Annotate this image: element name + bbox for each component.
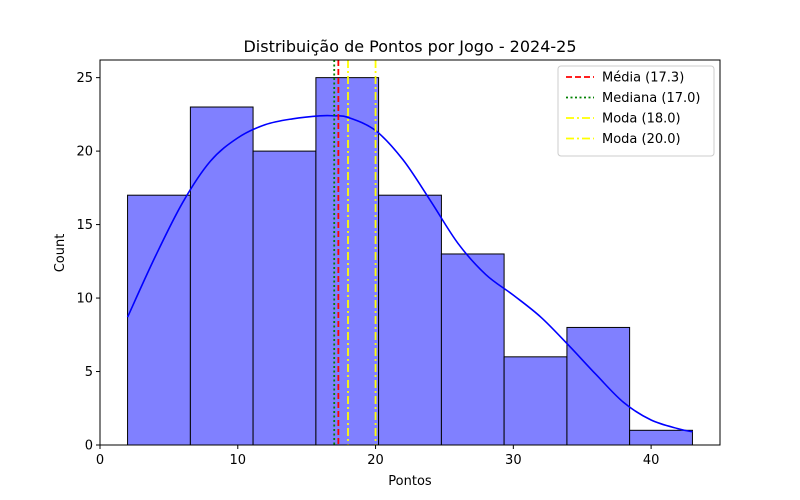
y-axis-ticks: 0 5 10 15 20 25 [76,71,100,454]
y-tick-label: 25 [76,71,93,86]
histogram-bars [127,77,693,446]
histogram-bar-5 [378,194,442,446]
legend-label: Média (17.3) [602,71,684,86]
histogram-bar-8 [566,326,631,446]
kde-curve [126,114,693,433]
y-tick-label: 10 [76,292,93,307]
legend: Média (17.3) Mediana (17.0) Moda (18.0) Mod… [557,65,715,157]
legend-label: Moda (18.0) [602,112,681,127]
histogram-bar-3 [252,150,317,446]
histogram-bar-6 [440,253,505,446]
histogram-bar-7 [503,356,568,446]
x-tick-label: 30 [505,453,522,468]
y-tick-label: 0 [85,439,93,454]
plot-frame [99,59,721,446]
y-tick-label: 20 [76,145,93,160]
y-tick-label: 15 [76,218,93,233]
histogram-bar-2 [189,106,254,446]
reference-lines [333,60,377,445]
histogram-bar-1 [127,194,191,446]
histogram-bar-9 [629,429,693,446]
x-tick-label: 10 [230,453,247,468]
chart-title: Distribuição de Pontos por Jogo - 2024-2… [243,37,576,56]
x-tick-label: 20 [367,453,384,468]
y-axis-label: Count [53,234,68,273]
x-axis-label: Pontos [388,474,432,489]
legend-label: Moda (20.0) [602,132,681,147]
x-tick-label: 0 [96,453,104,468]
x-axis-ticks: 0 10 20 30 40 [96,445,660,468]
kde-curve-group [126,114,693,433]
legend-box [557,65,715,157]
x-tick-label: 40 [643,453,660,468]
y-tick-label: 5 [85,365,93,380]
histogram-bar-4 [315,77,380,446]
legend-label: Mediana (17.0) [602,91,700,106]
